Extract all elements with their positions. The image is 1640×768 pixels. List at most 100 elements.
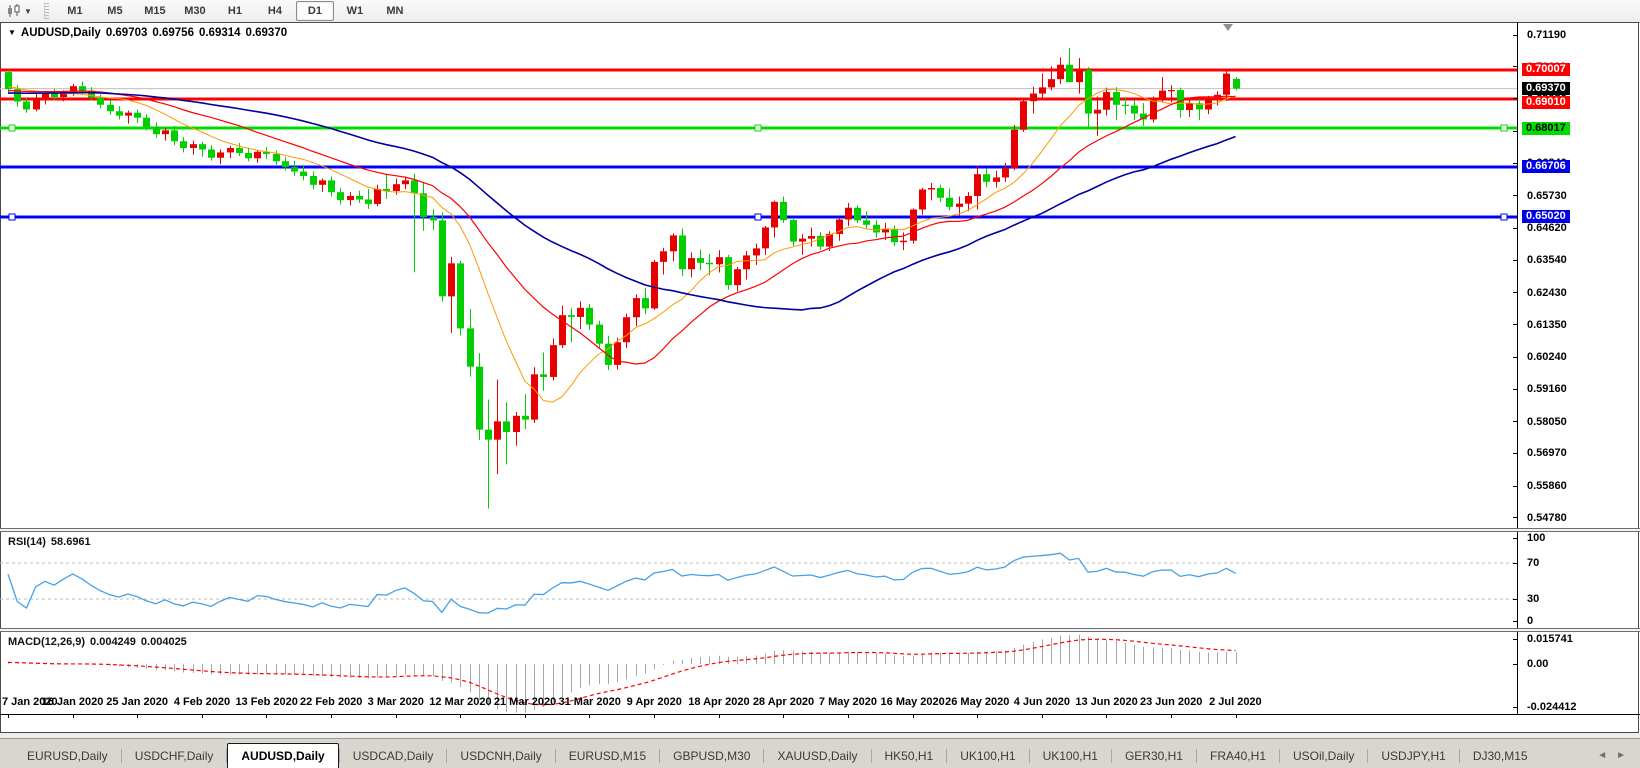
timeframe-button-d1[interactable]: D1 [295,1,334,21]
price-tick-mark [1513,34,1517,36]
time-tick-mark [8,714,9,718]
ohlc-high: 0.69756 [152,27,194,39]
timeframe-button-m30[interactable]: M30 [184,5,206,17]
chart-tab-uk100-h1[interactable]: UK100,H1 [1042,749,1098,763]
timeframe-button-m5[interactable]: M5 [107,5,123,17]
macd-axis-label: 0.015741 [1527,633,1573,645]
price-tick-mark [1513,517,1517,519]
price-tick-mark [1513,421,1517,423]
time-axis-line [0,714,1640,715]
price-axis-label: 0.62430 [1527,286,1567,299]
chart-tab-dj30-m15[interactable]: DJ30,M15 [1472,749,1528,763]
chart-tab-audusd-daily[interactable]: AUDUSD,Daily [227,743,339,768]
chart-tab-xauusd-daily[interactable]: XAUUSD,Daily [777,749,858,763]
time-tick-mark [395,714,397,718]
chart-canvas[interactable] [0,22,1517,716]
price-tick-mark [1513,356,1517,358]
chart-tab-usdcad-daily[interactable]: USDCAD,Daily [352,749,434,763]
chart-tab-ger30-h1[interactable]: GER30,H1 [1124,749,1183,763]
price-tick-mark [1513,388,1517,390]
time-axis-label: 21 Mar 2020 [493,696,557,708]
price-axis-label: 0.60240 [1527,351,1567,364]
chart-tab-usoil-daily[interactable]: USOil,Daily [1293,749,1355,763]
time-axis-label: 7 Jan 2020 [2,696,58,708]
price-axis-label: 0.63540 [1527,254,1567,267]
price-axis-label: 0.65730 [1527,189,1567,202]
chart-tab-gbpusd-m30[interactable]: GBPUSD,M30 [673,749,751,763]
price-tick-mark [1513,162,1517,164]
rsi-axis-label: 30 [1527,593,1540,605]
timeframe-button-h4[interactable]: H4 [267,5,282,17]
rsi-current-value: 58.6961 [50,536,91,548]
time-axis-label: 12 Mar 2020 [429,696,492,708]
price-tick-mark [1513,227,1517,229]
macd-current-value: 0.004249 [90,636,136,648]
price-level-badge: 0.69010 [1522,95,1570,109]
tab-separator [1110,749,1112,763]
timeframe-button-mn[interactable]: MN [386,5,404,17]
time-axis-label: 28 Apr 2020 [752,696,815,708]
chart-tab-eurusd-m15[interactable]: EURUSD,M15 [568,749,647,763]
time-tick-mark [1235,714,1237,718]
price-tick-mark [1513,324,1517,326]
macd-tick-mark [1513,706,1517,708]
price-level-badge: 0.70007 [1522,63,1570,77]
chart-collapse-icon[interactable]: ▼ [8,27,16,37]
tab-separator [1279,749,1281,763]
time-tick-mark [1170,714,1172,718]
timeframe-button-w1[interactable]: W1 [346,5,364,17]
timeframe-buttons: M1 M5 M15 M30 H1 H4 D1 W1 MN [55,1,415,21]
price-level-badge: 0.66706 [1522,160,1570,174]
timeframe-toolbar: ▼ M1 M5 M15 M30 H1 H4 D1 W1 MN [0,0,1640,23]
macd-tick-mark [1513,663,1517,665]
time-tick-mark [847,714,849,718]
tab-separator [226,749,228,763]
time-tick-mark [524,714,526,718]
price-axis-label: 0.54780 [1527,511,1567,524]
price-tick-mark [1513,452,1517,454]
chart-tab-eurusd-daily[interactable]: EURUSD,Daily [27,749,108,763]
rsi-label: RSI(14) 58.6961 [8,536,91,548]
price-level-badge: 0.68017 [1522,121,1570,135]
price-axis-label: 0.61350 [1527,318,1567,331]
price-tick-mark [1513,259,1517,261]
time-tick-mark [201,714,203,718]
ohlc-low: 0.69314 [198,27,241,39]
current-price-badge: 0.69370 [1522,82,1570,96]
tab-separator [870,749,872,763]
time-axis-label: 31 Mar 2020 [558,696,621,708]
price-axis-line [1517,22,1518,714]
time-tick-mark [1041,714,1043,718]
time-tick-mark [589,714,591,718]
time-tick-mark [783,714,785,718]
timeframe-button-m15[interactable]: M15 [144,5,166,17]
time-axis-label: 7 May 2020 [818,696,878,708]
tab-scroll-right-icon[interactable]: ► [1616,750,1626,761]
chart-tabs-bar: EURUSD,Daily USDCHF,Daily AUDUSD,Daily USDC… [0,738,1640,768]
chart-tab-usdcnh-daily[interactable]: USDCNH,Daily [460,749,542,763]
chart-title: ▼ AUDUSD,Daily 0.69703 0.69756 0.69314 0… [8,27,287,39]
time-tick-mark [1106,714,1108,718]
time-axis-label: 26 May 2020 [945,696,1010,708]
price-axis-label: 0.71190 [1527,29,1567,41]
time-tick-mark [654,714,656,718]
timeframe-button-m1[interactable]: M1 [67,5,83,17]
chart-tab-fra40-h1[interactable]: FRA40,H1 [1209,749,1267,763]
time-tick-mark [137,714,139,718]
toolbar-grip [43,3,49,19]
rsi-tick-mark [1513,537,1517,539]
price-tick-mark [1513,485,1517,487]
timeframe-button-h1[interactable]: H1 [227,5,242,17]
macd-pane-separator[interactable] [0,628,1640,632]
rsi-axis-label: 70 [1527,557,1540,569]
chart-tab-usdchf-daily[interactable]: USDCHF,Daily [134,749,214,763]
tab-separator [1458,749,1460,763]
chart-tab-usdjpy-h1[interactable]: USDJPY,H1 [1381,749,1446,763]
time-tick-mark [912,714,914,718]
chart-tab-hk50-h1[interactable]: HK50,H1 [884,749,934,763]
chart-type-button[interactable]: ▼ [3,3,36,19]
chart-tab-uk100-h1[interactable]: UK100,H1 [960,749,1016,763]
tab-scroll-left-icon[interactable]: ◄ [1597,750,1608,761]
time-axis-label: 4 Feb 2020 [173,696,231,708]
rsi-pane-separator[interactable] [0,528,1640,532]
